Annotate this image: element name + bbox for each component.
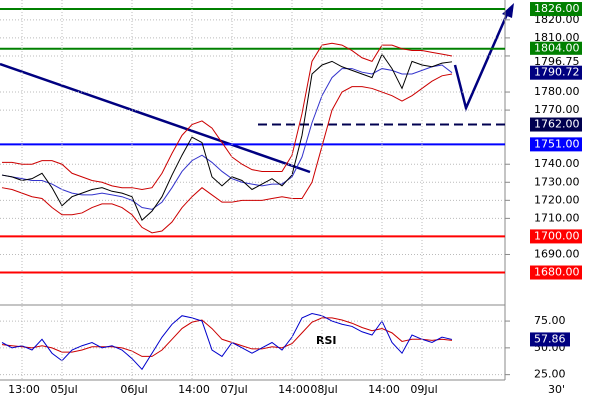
- last-value-label: 57.86: [534, 332, 566, 345]
- series-line: [1, 317, 453, 357]
- level-label: 1680.00: [534, 266, 580, 279]
- level-label-box: [530, 265, 582, 280]
- level-label: 1804.00: [534, 42, 580, 55]
- last-value-label: 1796.75: [534, 55, 580, 68]
- rsi-label: RSI: [316, 334, 337, 347]
- level-label-box: [530, 229, 582, 244]
- x-tick-label: 14:00: [178, 383, 210, 396]
- level-label-box: [530, 137, 582, 152]
- trend-line: [0, 62, 311, 174]
- series-line: [1, 73, 453, 234]
- y-tick-label: 75.00: [534, 314, 566, 327]
- y-tick-label: 1740.00: [534, 157, 580, 170]
- level-label: 1762.00: [534, 118, 580, 131]
- x-tick-label: 08Jul: [310, 383, 337, 396]
- timeframe: 30': [548, 383, 565, 396]
- y-tick-label: 25.00: [534, 368, 566, 381]
- level-label: 1826.00: [534, 2, 580, 15]
- last-value-box: [530, 332, 570, 347]
- last-value-box: [530, 54, 582, 69]
- y-tick-label: 1810.00: [534, 31, 580, 44]
- y-tick-label: 1770.00: [534, 103, 580, 116]
- y-tick-label: 1690.00: [534, 247, 580, 260]
- last-value-box: [530, 65, 582, 80]
- x-tick-label: 05Jul: [50, 383, 77, 396]
- series-line: [1, 64, 453, 210]
- y-tick-label: 1780.00: [534, 85, 580, 98]
- forecast-arrow: [453, 11, 510, 112]
- y-tick-label: 1710.00: [534, 211, 580, 224]
- x-tick-label: 14:00: [368, 383, 400, 396]
- y-tick-label: 1730.00: [534, 175, 580, 188]
- level-label-box: [530, 2, 582, 17]
- series-line: [1, 53, 453, 222]
- level-label: 1751.00: [534, 137, 580, 150]
- level-label-box: [530, 41, 582, 56]
- level-label: 1700.00: [534, 229, 580, 242]
- series-line: [2, 42, 453, 191]
- x-tick-label: 07Jul: [220, 383, 247, 396]
- x-tick-label: 09Jul: [410, 383, 437, 396]
- x-tick-label: 14:00: [278, 383, 310, 396]
- last-value-label: 1790.72: [534, 66, 580, 79]
- x-tick-label: 06Jul: [120, 383, 147, 396]
- series-line: [1, 313, 453, 371]
- y-tick-label: 1820.00: [534, 13, 580, 26]
- x-tick-label: 13:00: [8, 383, 40, 396]
- level-label-box: [530, 117, 582, 132]
- y-tick-label: 1720.00: [534, 193, 580, 206]
